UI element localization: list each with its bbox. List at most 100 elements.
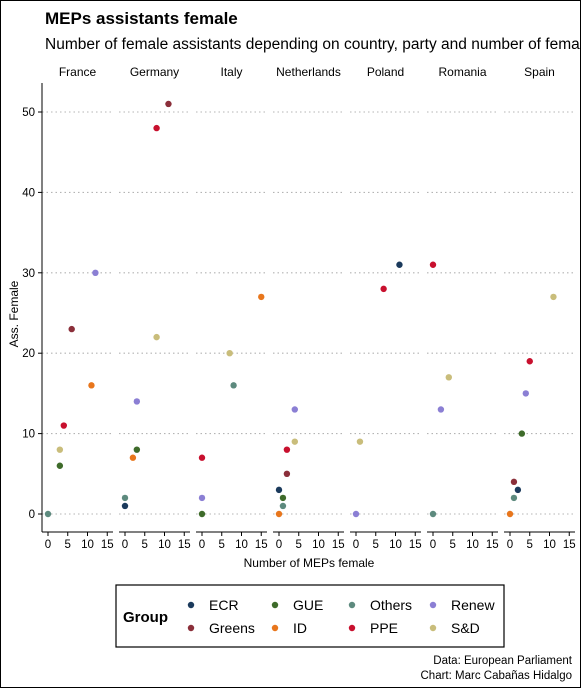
point-france-greens [68, 325, 75, 333]
x-tick-label: 10 [466, 539, 479, 551]
x-tick-label: 15 [101, 539, 114, 551]
x-tick-label: 5 [527, 539, 533, 551]
point-france-ppe [60, 422, 67, 429]
x-tick-label: 15 [486, 539, 499, 551]
point-spain-gue [518, 430, 526, 437]
facet-panel-spain: Spain 0 5 10 15 [504, 65, 576, 551]
legend-key-others [348, 601, 356, 609]
x-tick-label: 0 [507, 539, 513, 551]
legend-key-gue [271, 601, 279, 609]
x-tick-label: 0 [45, 539, 51, 551]
point-poland-ecr [396, 261, 403, 268]
point-germany-sandd [153, 333, 160, 341]
facet-strip-italy: Italy [220, 65, 242, 79]
facet-panel-netherlands: Netherlands 0 5 10 15 [273, 65, 345, 551]
facet-strip-france: France [59, 65, 97, 79]
point-netherlands-greens [283, 470, 291, 477]
chart-subtitle: Number of female assistants depending on… [45, 36, 580, 53]
legend: Group ECR Greens GUE ID Others PPE Renew S&D [115, 584, 505, 648]
point-romania-renew [437, 406, 445, 413]
y-axis-label: Ass. Female [7, 280, 21, 347]
point-germany-id [129, 454, 137, 461]
x-tick-label: 10 [543, 539, 556, 551]
point-germany-gue [133, 446, 141, 453]
point-germany-others [121, 494, 129, 502]
legend-label-id: ID [293, 620, 307, 636]
point-germany-ecr [121, 502, 129, 510]
x-tick-label: 15 [178, 539, 191, 551]
x-tick-label: 5 [219, 539, 225, 551]
point-italy-others [230, 382, 237, 389]
legend-label-renew: Renew [451, 597, 495, 613]
x-tick-label: 0 [353, 539, 359, 551]
x-tick-label: 5 [296, 539, 302, 551]
point-france-gue [56, 462, 64, 469]
legend-key-id [271, 624, 279, 632]
point-germany-renew [133, 398, 141, 405]
point-italy-sandd [226, 350, 233, 357]
point-poland-ppe [380, 285, 387, 293]
x-tick-label: 5 [373, 539, 379, 551]
point-france-id [88, 382, 95, 389]
legend-key-renew [429, 601, 437, 609]
x-tick-label: 0 [122, 539, 128, 551]
facet-panel-romania: Romania 0 5 10 15 [427, 65, 499, 551]
point-poland-renew [352, 510, 360, 518]
x-tick-label: 0 [199, 539, 205, 551]
point-netherlands-sandd [291, 438, 298, 445]
x-tick-label: 15 [255, 539, 268, 551]
legend-label-greens: Greens [209, 620, 255, 636]
legend-key-ecr [187, 601, 195, 609]
point-spain-others [510, 494, 518, 502]
y-tick-label: 50 [22, 107, 35, 119]
point-netherlands-gue [279, 494, 287, 502]
x-tick-label: 5 [65, 539, 71, 551]
x-tick-label: 0 [430, 539, 436, 551]
facet-strip-spain: Spain [524, 65, 555, 79]
x-tick-label: 5 [142, 539, 148, 551]
x-tick-label: 0 [276, 539, 282, 551]
facet-strip-poland: Poland [367, 65, 404, 79]
point-spain-ppe [526, 358, 533, 365]
point-spain-sandd [550, 293, 557, 301]
point-netherlands-others [279, 502, 287, 510]
point-poland-sandd [356, 438, 364, 445]
legend-key-sandd [429, 624, 437, 632]
y-tick-label: 10 [22, 429, 35, 441]
point-spain-greens [510, 478, 518, 486]
point-netherlands-id [275, 510, 283, 518]
facet-panel-poland: Poland 0 5 10 15 [350, 65, 422, 551]
x-tick-label: 15 [409, 539, 422, 551]
point-germany-ppe [153, 124, 160, 132]
legend-label-ecr: ECR [209, 597, 239, 613]
caption-chart-author: Chart: Marc Cabañas Hidalgo [421, 670, 573, 682]
y-tick-label: 30 [22, 268, 35, 280]
legend-key-greens [187, 624, 195, 632]
legend-label-ppe: PPE [370, 620, 398, 636]
point-netherlands-ppe [283, 446, 291, 453]
point-italy-ppe [198, 454, 206, 461]
x-axis-label: Number of MEPs female [244, 556, 375, 570]
x-tick-label: 5 [450, 539, 456, 551]
x-tick-label: 15 [563, 539, 576, 551]
y-tick-label: 0 [29, 509, 35, 521]
facet-strip-romania: Romania [438, 65, 486, 79]
point-italy-id [258, 293, 265, 301]
point-germany-greens [165, 100, 172, 108]
point-spain-ecr [514, 486, 522, 494]
point-netherlands-ecr [275, 486, 283, 494]
y-tick-label: 40 [22, 187, 35, 199]
point-romania-sandd [445, 374, 452, 381]
chart-title: MEPs assistants female [45, 9, 238, 28]
point-france-others [44, 510, 52, 518]
caption-data-source: Data: European Parliament [433, 655, 573, 667]
y-tick-label: 20 [22, 348, 35, 360]
legend-box [115, 584, 505, 648]
legend-label-others: Others [370, 597, 412, 613]
x-tick-label: 15 [332, 539, 345, 551]
x-tick-label: 10 [312, 539, 325, 551]
point-spain-id [506, 510, 514, 518]
